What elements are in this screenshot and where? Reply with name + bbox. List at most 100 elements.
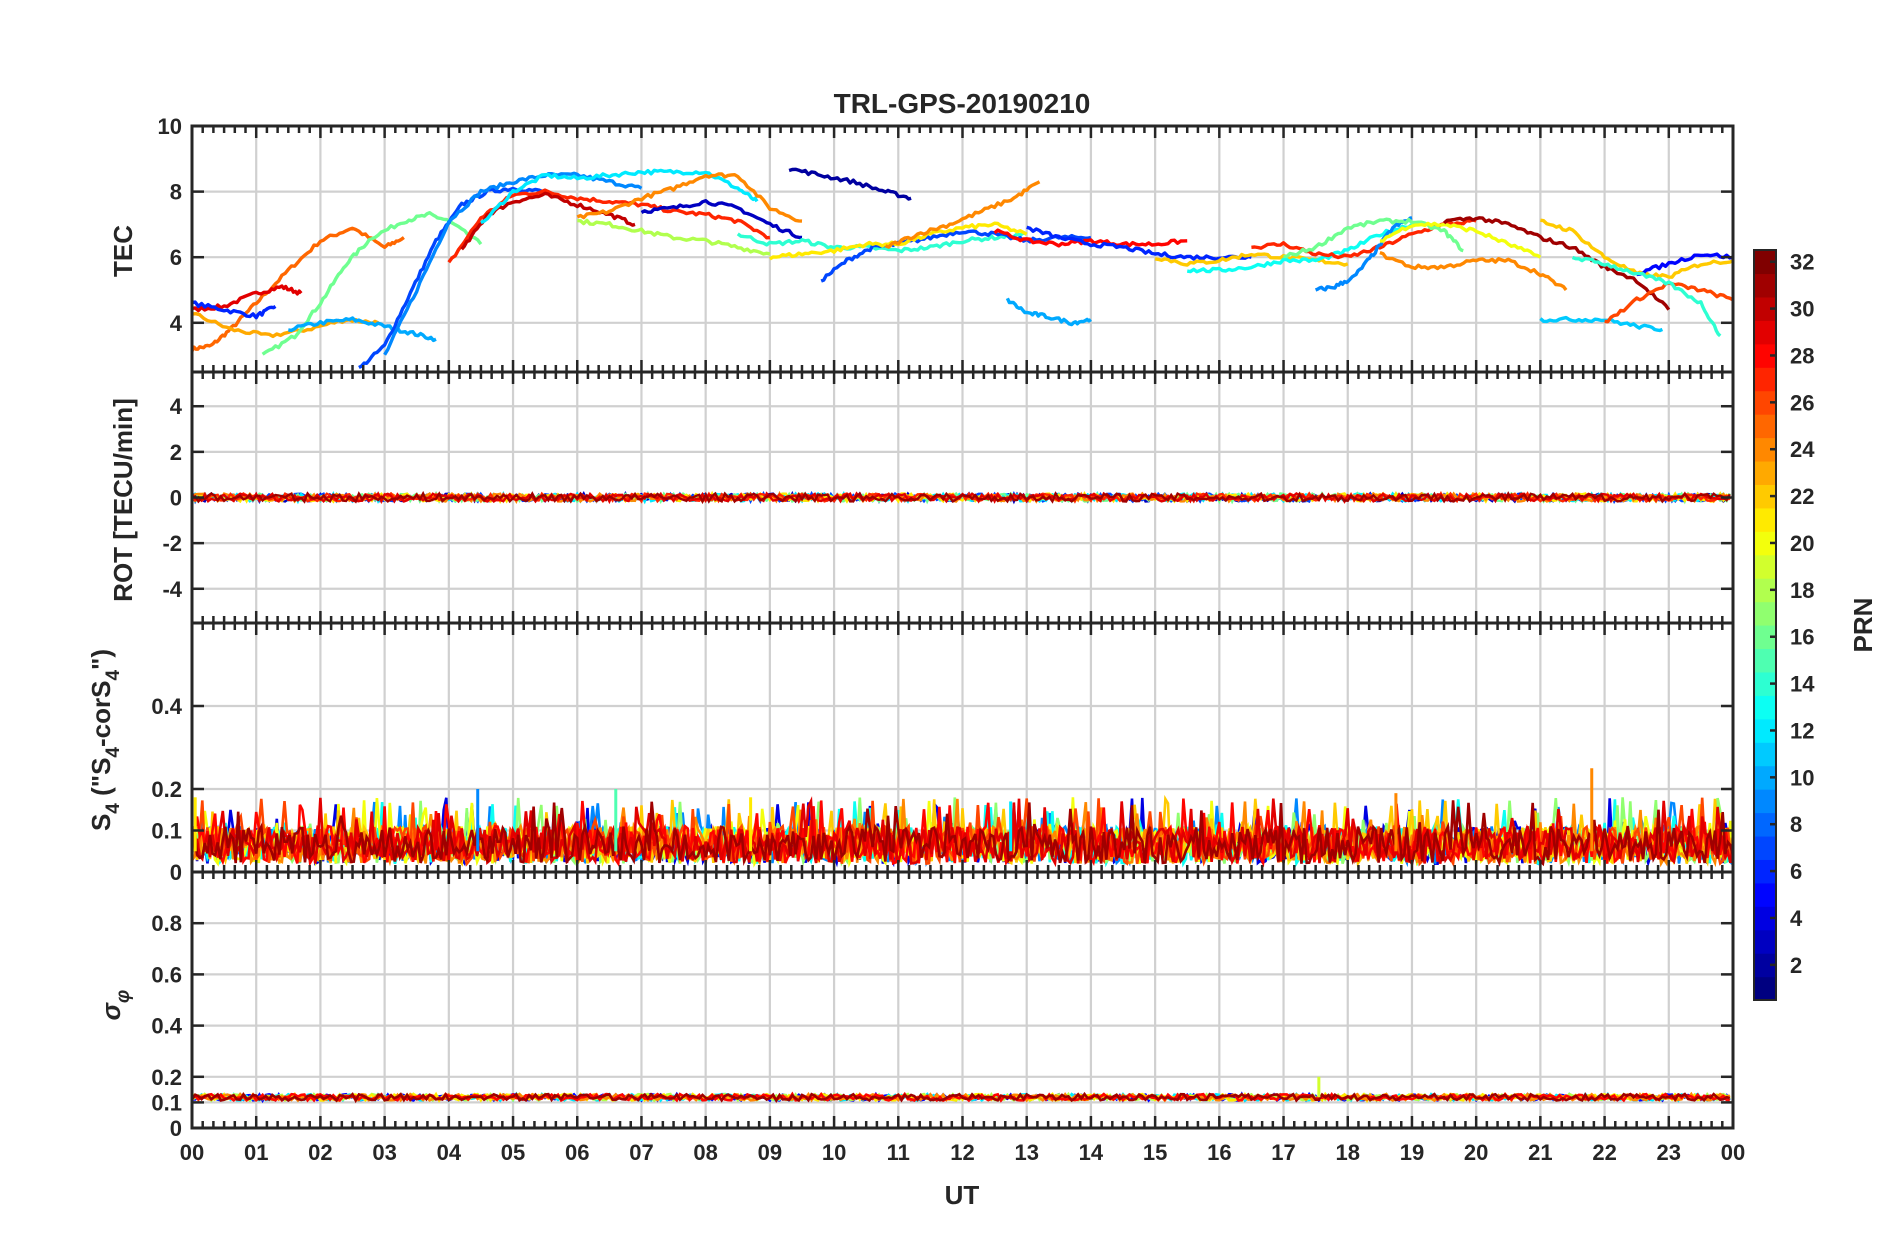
- x-tick-label: 22: [1592, 1140, 1616, 1165]
- s4-label-part: S: [86, 814, 116, 831]
- colorbar-segment: [1754, 320, 1776, 345]
- colorbar-tick-label: 30: [1790, 297, 1814, 322]
- tec-series-line: [640, 199, 803, 240]
- rot-panel: -4 -2 0 2 4: [162, 370, 1735, 625]
- y-tick-label: 6: [170, 245, 182, 270]
- y-tick-label: 0.1: [151, 819, 182, 844]
- x-tick-label: 19: [1400, 1140, 1424, 1165]
- colorbar-segment: [1754, 835, 1776, 860]
- y-tick-label: 0.4: [151, 1014, 182, 1039]
- tec-series-line: [820, 229, 1092, 283]
- colorbar-segment: [1754, 882, 1776, 907]
- tec-series-line: [577, 218, 771, 256]
- tec-series-line: [993, 228, 1188, 248]
- tec-series-line: [460, 191, 636, 251]
- x-tick-label: 09: [758, 1140, 782, 1165]
- tec-series-line: [736, 231, 1028, 254]
- x-tick-label: 01: [244, 1140, 268, 1165]
- y-tick-label: 0: [170, 1116, 182, 1141]
- s4-label-sub: 4: [103, 747, 124, 758]
- tec-series-line: [191, 312, 379, 339]
- x-tick-label: 03: [372, 1140, 396, 1165]
- x-tick-label: 16: [1207, 1140, 1231, 1165]
- colorbar-segment: [1754, 296, 1776, 321]
- colorbar-segment: [1754, 414, 1776, 439]
- tec-series-line: [190, 226, 405, 352]
- colorbar-segment: [1754, 718, 1776, 743]
- colorbar-segment: [1754, 695, 1776, 720]
- colorbar-segment: [1754, 859, 1776, 884]
- x-tick-label: 00: [1721, 1140, 1745, 1165]
- colorbar-segment: [1754, 531, 1776, 556]
- x-tick-label: 06: [565, 1140, 589, 1165]
- colorbar-tick-label: 14: [1790, 672, 1815, 697]
- y-tick-label: 0.6: [151, 962, 182, 987]
- s4-panel: 0 0.1 0.2 0.4: [151, 621, 1735, 885]
- sigma-phi-panel: 00.10.2 0.4 0.6 0.8: [151, 870, 1735, 1141]
- s4-label-part: "): [86, 649, 116, 670]
- colorbar-segment: [1754, 601, 1776, 626]
- x-tick-label: 05: [501, 1140, 525, 1165]
- x-tick-label: 23: [1657, 1140, 1681, 1165]
- tec-series-line: [1571, 255, 1722, 338]
- colorbar-segment: [1754, 906, 1776, 931]
- x-tick-label: 13: [1014, 1140, 1038, 1165]
- colorbar-tick-label: 10: [1790, 765, 1814, 790]
- s4-label-part: -corS: [86, 681, 116, 747]
- x-tick-label: 10: [822, 1140, 846, 1165]
- x-tick-label: 00: [180, 1140, 204, 1165]
- colorbar-segment: [1754, 367, 1776, 392]
- colorbar-segment: [1754, 648, 1776, 673]
- colorbar-tick-label: 24: [1790, 437, 1815, 462]
- chart-title: TRL-GPS-20190210: [834, 88, 1091, 119]
- y-tick-label: 0.2: [151, 777, 182, 802]
- colorbar-segment: [1754, 976, 1776, 1001]
- x-tick-label: 02: [308, 1140, 332, 1165]
- sigma-label-sub: φ: [113, 990, 134, 1003]
- s4-axis-label: S4 ("S4-corS4"): [86, 649, 124, 831]
- tec-series-line: [480, 168, 759, 225]
- tec-series-line: [288, 316, 437, 343]
- colorbar-segment: [1754, 578, 1776, 603]
- y-tick-label: -2: [162, 531, 182, 556]
- sigma-series-line: [190, 1091, 1731, 1104]
- s4-series-line: [190, 800, 1735, 868]
- tec-series-line: [1186, 223, 1414, 274]
- y-tick-label: 0.1: [151, 1090, 182, 1115]
- x-tick-label: 11: [887, 1140, 910, 1165]
- x-tick-label: 08: [693, 1140, 717, 1165]
- tec-series-line: [383, 171, 643, 356]
- colorbar-segment: [1754, 507, 1776, 532]
- x-tick-label: 21: [1528, 1140, 1552, 1165]
- colorbar-segment: [1754, 343, 1776, 368]
- colorbar-tick-label: 32: [1790, 250, 1814, 275]
- y-tick-label: 0.2: [151, 1065, 182, 1090]
- colorbar-segment: [1754, 460, 1776, 485]
- colorbar-tick-label: 12: [1790, 718, 1814, 743]
- rot-series-line: [191, 490, 1731, 505]
- colorbar-segment: [1754, 929, 1776, 954]
- x-axis-label: UT: [945, 1180, 980, 1210]
- x-axis: 00 01 02 03 04 05 06 07 08 09 10 11 12 13 14 15 16 17 18 19…: [180, 1140, 1745, 1165]
- tec-series-line: [884, 180, 1041, 249]
- x-tick-label: 18: [1336, 1140, 1360, 1165]
- s4-label-part: ("S: [86, 758, 116, 804]
- colorbar-tick-label: 6: [1790, 859, 1802, 884]
- y-tick-label: 0.4: [151, 694, 182, 719]
- tec-series-line: [1379, 250, 1568, 292]
- tec-series-line: [1283, 217, 1464, 259]
- sigma-label-part: σ: [96, 1001, 126, 1020]
- tec-series-line: [1314, 216, 1413, 292]
- tec-series-line: [191, 284, 303, 313]
- colorbar-segment: [1754, 273, 1776, 298]
- tec-series-line: [1379, 221, 1542, 259]
- y-tick-label: 4: [170, 311, 183, 336]
- tec-series-line: [1636, 252, 1734, 277]
- colorbar-segment: [1754, 953, 1776, 978]
- y-tick-label: 4: [170, 394, 183, 419]
- tec-series-line: [788, 167, 912, 201]
- x-tick-label: 14: [1079, 1140, 1104, 1165]
- tec-series-line: [1539, 315, 1664, 333]
